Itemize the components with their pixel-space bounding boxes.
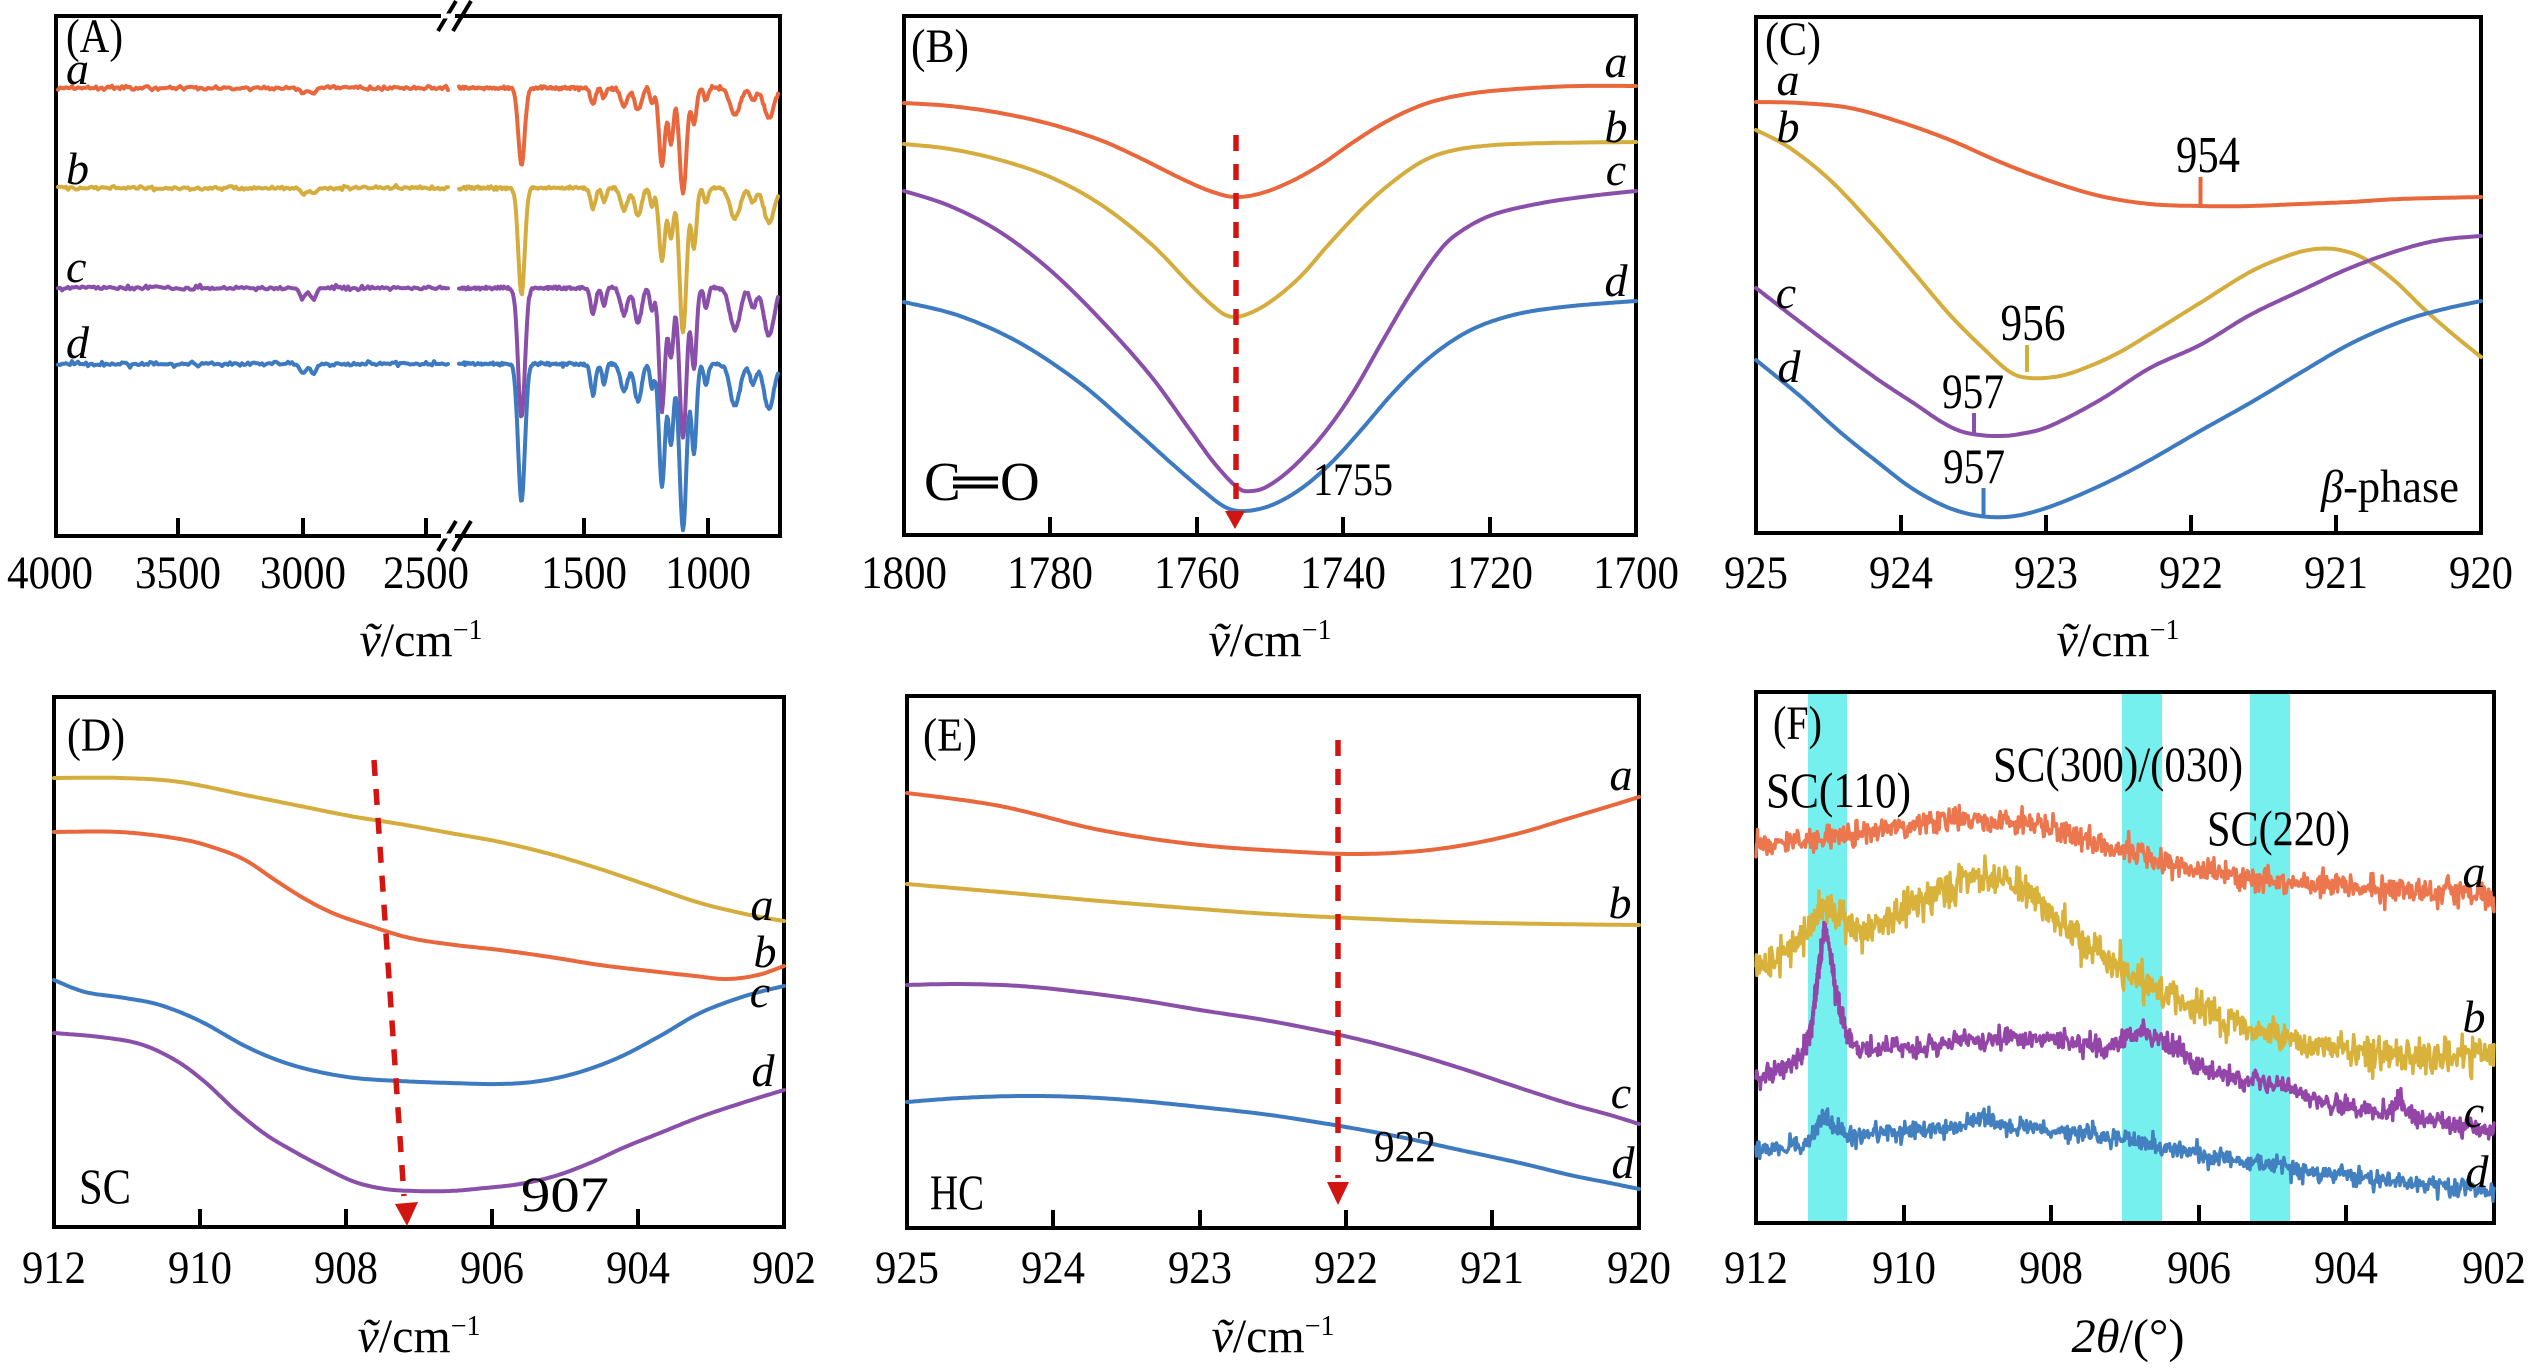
svg-text:(B): (B)	[911, 20, 969, 73]
svg-text:c: c	[750, 966, 770, 1017]
svg-text:908: 908	[314, 1242, 378, 1294]
svg-text:920: 920	[2449, 547, 2513, 599]
svg-text:d: d	[1612, 1137, 1636, 1188]
svg-text:b: b	[1609, 877, 1632, 928]
svg-text:957: 957	[1943, 438, 2005, 494]
svg-text:(D): (D)	[67, 709, 125, 762]
svg-text:924: 924	[1869, 547, 1933, 599]
svg-text:β-phase: β-phase	[2320, 461, 2459, 513]
svg-text:904: 904	[2314, 1242, 2378, 1294]
svg-text:a: a	[751, 879, 774, 930]
svg-text:a: a	[1777, 54, 1800, 105]
svg-text:912: 912	[1724, 1242, 1788, 1294]
svg-text:920: 920	[1607, 1242, 1671, 1294]
svg-text:HC: HC	[930, 1164, 984, 1220]
svg-text:925: 925	[875, 1242, 939, 1294]
svg-text:1720: 1720	[1447, 547, 1533, 599]
svg-text:1740: 1740	[1300, 547, 1386, 599]
svg-text:4000: 4000	[7, 547, 93, 599]
svg-text:(A): (A)	[66, 10, 123, 63]
svg-text:b: b	[754, 926, 777, 977]
svg-text:b: b	[1777, 101, 1800, 152]
svg-text:(F): (F)	[1773, 697, 1822, 750]
svg-text:c: c	[1606, 144, 1626, 195]
svg-text:924: 924	[1021, 1242, 1085, 1294]
svg-text:(E): (E)	[923, 709, 977, 762]
svg-text:1800: 1800	[861, 547, 947, 599]
svg-text:a: a	[2463, 846, 2486, 897]
svg-text:910: 910	[168, 1242, 232, 1294]
svg-text:923: 923	[2014, 547, 2078, 599]
svg-text:921: 921	[1460, 1242, 1524, 1294]
svg-text:923: 923	[1168, 1242, 1232, 1294]
svg-text:3000: 3000	[260, 547, 346, 599]
svg-text:SC: SC	[79, 1158, 131, 1214]
svg-text:922: 922	[1374, 1122, 1436, 1171]
svg-text:2500: 2500	[383, 547, 469, 599]
svg-text:954: 954	[2176, 127, 2240, 184]
svg-text:d: d	[66, 317, 90, 368]
svg-text:904: 904	[606, 1242, 670, 1294]
svg-text:910: 910	[1872, 1242, 1936, 1294]
svg-text:C: C	[924, 451, 961, 512]
svg-text:SC(220): SC(220)	[2207, 800, 2350, 856]
svg-text:SC(300)/(030): SC(300)/(030)	[1993, 736, 2243, 792]
svg-text:O: O	[1000, 451, 1040, 512]
svg-text:c: c	[1611, 1067, 1631, 1118]
svg-text:3500: 3500	[135, 547, 221, 599]
svg-text:ṽ/cm−1: ṽ/cm−1	[1208, 614, 1331, 667]
svg-text:c: c	[1776, 267, 1796, 318]
svg-text:1780: 1780	[1007, 547, 1093, 599]
svg-text:921: 921	[2304, 547, 2368, 599]
svg-text:908: 908	[2019, 1242, 2083, 1294]
svg-text:2θ/(°): 2θ/(°)	[2072, 1310, 2185, 1363]
svg-text:d: d	[752, 1045, 776, 1096]
svg-text:d: d	[1605, 255, 1629, 306]
svg-text:d: d	[2466, 1146, 2490, 1197]
svg-text:b: b	[2463, 991, 2486, 1042]
svg-text:(C): (C)	[1765, 13, 1821, 66]
svg-text:1700: 1700	[1593, 547, 1679, 599]
svg-text:907: 907	[521, 1166, 609, 1222]
svg-text:c: c	[2464, 1086, 2484, 1137]
svg-text:906: 906	[2167, 1242, 2231, 1294]
svg-text:a: a	[66, 43, 89, 94]
svg-text:d: d	[1778, 341, 1802, 392]
svg-text:906: 906	[460, 1242, 524, 1294]
svg-text:a: a	[1605, 36, 1628, 87]
svg-text:1755: 1755	[1313, 454, 1393, 506]
svg-text:922: 922	[1314, 1242, 1378, 1294]
svg-text:c: c	[66, 241, 86, 292]
svg-text:957: 957	[1942, 363, 2004, 419]
svg-text:956: 956	[2001, 295, 2066, 352]
svg-text:922: 922	[2159, 547, 2223, 599]
svg-text:925: 925	[1724, 547, 1788, 599]
svg-text:1500: 1500	[541, 547, 627, 599]
svg-text:1000: 1000	[665, 547, 751, 599]
svg-text:902: 902	[2462, 1242, 2526, 1294]
svg-text:a: a	[1610, 749, 1633, 800]
svg-text:912: 912	[22, 1242, 86, 1294]
svg-text:b: b	[1605, 101, 1628, 152]
svg-text:b: b	[66, 143, 89, 194]
svg-text:902: 902	[752, 1242, 816, 1294]
svg-text:1760: 1760	[1154, 547, 1240, 599]
svg-text:SC(110): SC(110)	[1766, 762, 1911, 818]
